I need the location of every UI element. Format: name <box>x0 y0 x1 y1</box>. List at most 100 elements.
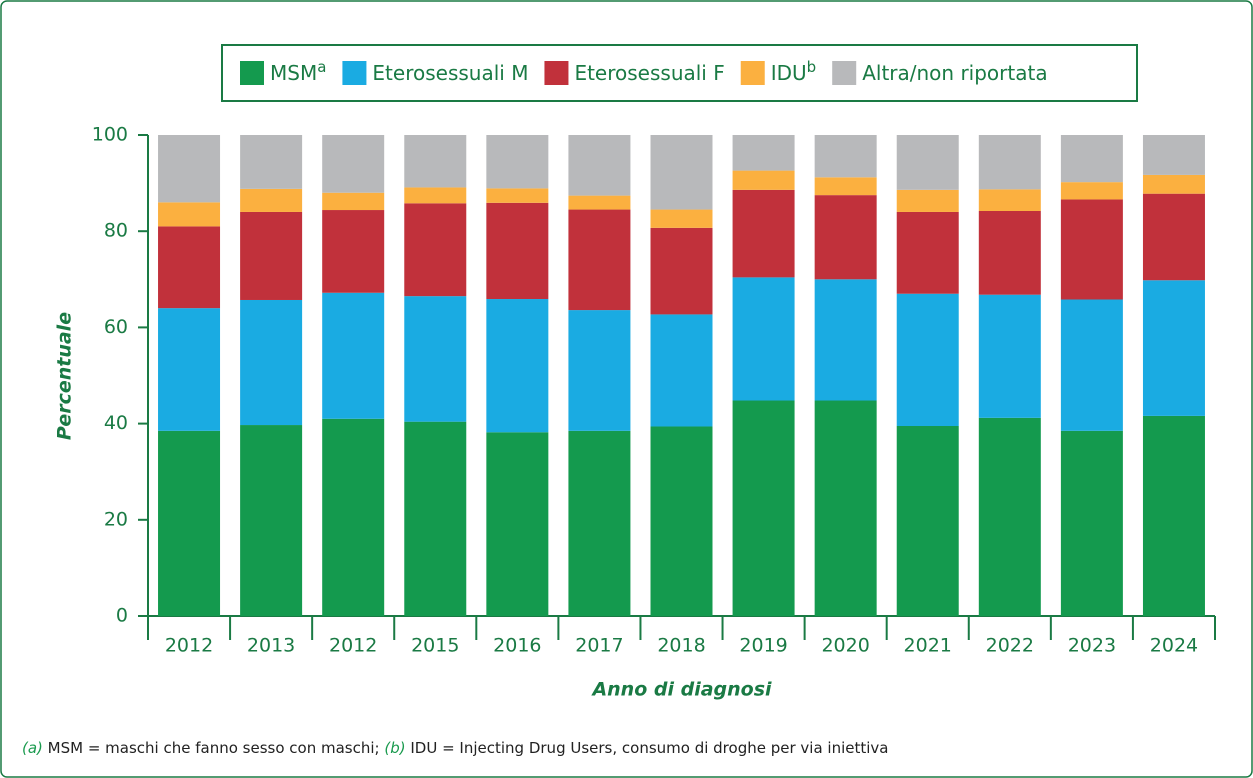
x-tick-label: 2019 <box>739 635 787 657</box>
bar-segment <box>978 135 1041 190</box>
bar-segment <box>650 426 713 616</box>
bar-segment <box>732 135 795 171</box>
bar-segment <box>650 314 713 427</box>
x-tick-label: 2018 <box>657 635 705 657</box>
bar-segment <box>650 135 713 210</box>
bar-segment <box>896 426 959 616</box>
bar-segment <box>322 292 385 419</box>
bar-segment <box>404 187 467 204</box>
bar-segment <box>486 188 549 203</box>
y-tick-label: 100 <box>92 124 128 146</box>
y-tick-label: 0 <box>116 605 128 627</box>
bar-segment <box>814 195 877 280</box>
x-tick-label: 2023 <box>1068 635 1116 657</box>
bar-segment <box>486 432 549 616</box>
bar-segment <box>732 400 795 616</box>
bar-segment <box>404 135 467 188</box>
footnote-text: IDU = Injecting Drug Users, consumo di d… <box>406 739 889 757</box>
x-tick-label: 2016 <box>493 635 541 657</box>
footnote: (a) MSM = maschi che fanno sesso con mas… <box>22 739 888 757</box>
bar-segment <box>568 209 631 311</box>
legend-superscript: b <box>807 58 817 76</box>
bar-segment <box>404 203 467 297</box>
bar-segment <box>1142 415 1205 616</box>
bar-segment <box>978 189 1041 211</box>
bar-segment <box>896 211 959 294</box>
bar-segment <box>322 418 385 616</box>
bar-segment <box>1142 280 1205 416</box>
bar-segment <box>158 226 221 309</box>
bar-segment <box>732 189 795 278</box>
bar-segment <box>814 400 877 616</box>
x-tick-label: 2024 <box>1150 635 1198 657</box>
bar-segment <box>650 227 713 315</box>
y-tick-label: 60 <box>104 316 128 338</box>
bar-segment <box>1060 430 1123 616</box>
bar-segment <box>240 299 303 426</box>
legend-swatch <box>240 61 264 85</box>
bar-segment <box>322 135 385 193</box>
x-tick-label: 2012 <box>329 635 377 657</box>
bar-segment <box>240 135 303 189</box>
bar-segment <box>732 277 795 401</box>
bar-segment <box>568 430 631 616</box>
legend-superscript: a <box>317 58 326 76</box>
x-tick-label: 2020 <box>821 635 869 657</box>
bar-segment <box>568 195 631 210</box>
bar-segment <box>240 211 303 300</box>
bar-segment <box>240 188 303 212</box>
bar-segment <box>568 135 631 196</box>
legend-swatch <box>832 61 857 85</box>
x-tick-label: 2013 <box>247 635 295 657</box>
bar-segment <box>322 192 385 211</box>
bar-segment <box>978 210 1041 295</box>
legend-box <box>221 44 1138 102</box>
bar-segment <box>1060 199 1123 300</box>
legend-name: Altra/non riportata <box>862 61 1047 85</box>
bar-segment <box>158 202 221 227</box>
bar-segment <box>650 209 713 228</box>
bar-segment <box>240 425 303 616</box>
bar-segment <box>1060 135 1123 183</box>
bar-segment <box>1060 182 1123 200</box>
legend-label: Altra/non riportata <box>862 61 1047 85</box>
x-tick-label: 2021 <box>904 635 952 657</box>
bar-segment <box>814 177 877 196</box>
x-tick-label: 2015 <box>411 635 459 657</box>
legend-name: MSM <box>270 61 317 85</box>
legend-swatch <box>342 61 367 85</box>
bar-segment <box>322 210 385 293</box>
bar-segment <box>486 135 549 189</box>
bar-segment <box>978 294 1041 418</box>
bar-segment <box>1142 135 1205 175</box>
bar-segment <box>732 170 795 190</box>
x-tick-label: 2012 <box>165 635 213 657</box>
bar-segment <box>486 202 549 300</box>
bar-segment <box>158 308 221 431</box>
footnote-text: MSM = maschi che fanno sesso con maschi; <box>43 739 384 757</box>
bar-segment <box>404 296 467 422</box>
x-axis-label: Anno di diagnosi <box>590 679 772 701</box>
bar-segment <box>1142 174 1205 194</box>
legend-label: Eterosessuali F <box>574 61 724 85</box>
bar-segment <box>814 279 877 401</box>
bar-segment <box>158 135 221 203</box>
y-tick-label: 20 <box>104 508 128 530</box>
legend-label: MSMa <box>270 58 326 85</box>
bar-segment <box>568 310 631 431</box>
legend-swatch <box>740 61 765 85</box>
legend-label: IDUb <box>771 58 816 85</box>
legend-name: IDU <box>771 61 807 85</box>
legend-name: Eterosessuali F <box>574 61 724 85</box>
x-tick-label: 2017 <box>575 635 623 657</box>
bar-segment <box>814 135 877 178</box>
bar-segment <box>896 189 959 212</box>
bar-segment <box>896 293 959 427</box>
bar-segment <box>486 299 549 433</box>
bar-segment <box>896 135 959 190</box>
bar-segment <box>158 430 221 616</box>
legend-swatch <box>544 61 569 85</box>
legend-label: Eterosessuali M <box>372 61 528 85</box>
bar-segment <box>1060 299 1123 431</box>
